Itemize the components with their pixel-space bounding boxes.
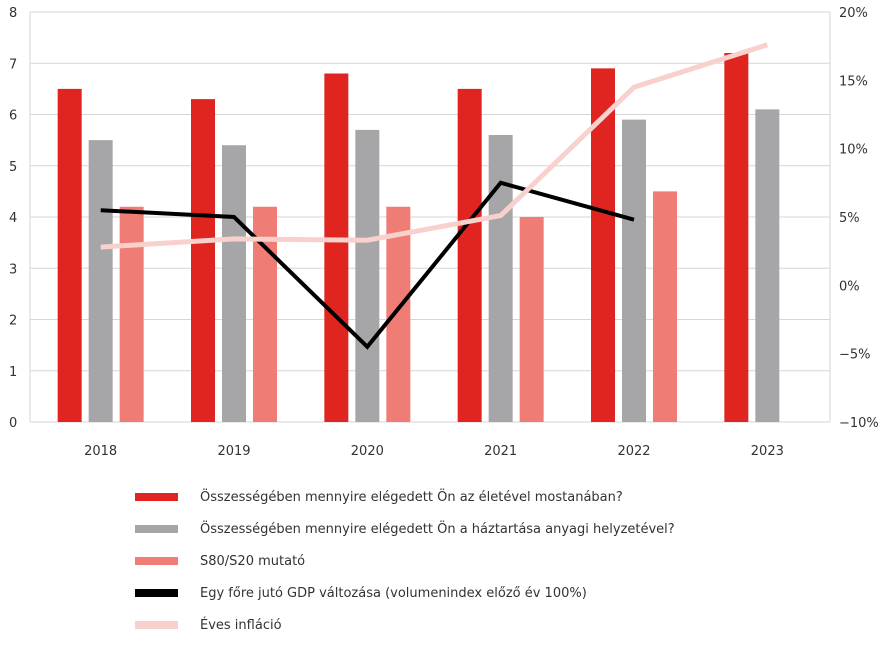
bars (57, 53, 780, 422)
bar (222, 145, 246, 422)
legend-swatch (135, 557, 178, 565)
left-tick-label: 7 (9, 57, 17, 72)
legend-swatch (135, 621, 178, 629)
legend-swatch (135, 589, 178, 597)
right-tick-label: 20% (839, 6, 868, 21)
grid-lines (29, 11, 831, 423)
legend-item: Éves infláció (135, 615, 675, 635)
left-tick-label: 4 (9, 211, 17, 226)
bar (653, 191, 677, 422)
category-label: 2023 (751, 444, 784, 459)
legend: Összességében mennyire elégedett Ön az é… (135, 487, 675, 647)
legend-label: Éves infláció (200, 617, 282, 633)
bar (119, 206, 144, 422)
bar (324, 73, 349, 422)
legend-item: Összességében mennyire elégedett Ön az é… (135, 487, 675, 507)
left-tick-label: 6 (9, 109, 17, 124)
bar (519, 217, 544, 422)
series-line (100, 42, 769, 250)
right-tick-label: −10% (839, 416, 879, 431)
bar (724, 53, 749, 422)
right-tick-label: 5% (839, 211, 860, 226)
right-tick-label: −5% (839, 348, 871, 363)
bar (88, 140, 113, 422)
right-tick-label: 0% (839, 279, 860, 294)
bar (622, 119, 646, 422)
left-tick-label: 2 (9, 314, 17, 329)
legend-label: S80/S20 mutató (200, 553, 306, 569)
left-tick-label: 8 (9, 6, 17, 21)
category-label: 2020 (351, 444, 384, 459)
category-label: 2018 (84, 444, 117, 459)
bar (488, 135, 513, 422)
legend-item: Egy főre jutó GDP változása (volumeninde… (135, 583, 675, 603)
legend-item: S80/S20 mutató (135, 551, 675, 571)
right-tick-label: 10% (839, 143, 868, 158)
category-label: 2021 (484, 444, 517, 459)
left-tick-label: 0 (9, 416, 17, 431)
bar (57, 88, 82, 422)
series-line (100, 180, 635, 350)
legend-item: Összességében mennyire elégedett Ön a há… (135, 519, 675, 539)
legend-swatch (135, 493, 178, 501)
chart: 0 1 2 3 4 5 6 7 8 −10% −5% 0% 5% 10% 15% 20% 2018 2019 202… (9, 6, 879, 459)
bar (755, 109, 780, 422)
bar (355, 129, 380, 422)
bar (591, 68, 615, 422)
left-tick-label: 1 (9, 365, 17, 380)
legend-label: Összességében mennyire elégedett Ön az é… (200, 489, 623, 505)
legend-label: Összességében mennyire elégedett Ön a há… (200, 521, 675, 537)
category-label: 2022 (617, 444, 650, 459)
legend-label: Egy főre jutó GDP változása (volumeninde… (200, 585, 587, 601)
series-lines (100, 42, 769, 350)
category-label: 2019 (217, 444, 250, 459)
bar (253, 206, 277, 422)
right-tick-label: 15% (839, 74, 868, 89)
left-tick-label: 3 (9, 262, 17, 277)
bar (386, 206, 411, 422)
legend-swatch (135, 525, 178, 533)
bar (457, 88, 482, 422)
tick-labels: 0 1 2 3 4 5 6 7 8 −10% −5% 0% 5% 10% 15% 20% 2018 2019 202… (9, 6, 879, 459)
left-tick-label: 5 (9, 160, 17, 175)
bar (191, 99, 215, 422)
